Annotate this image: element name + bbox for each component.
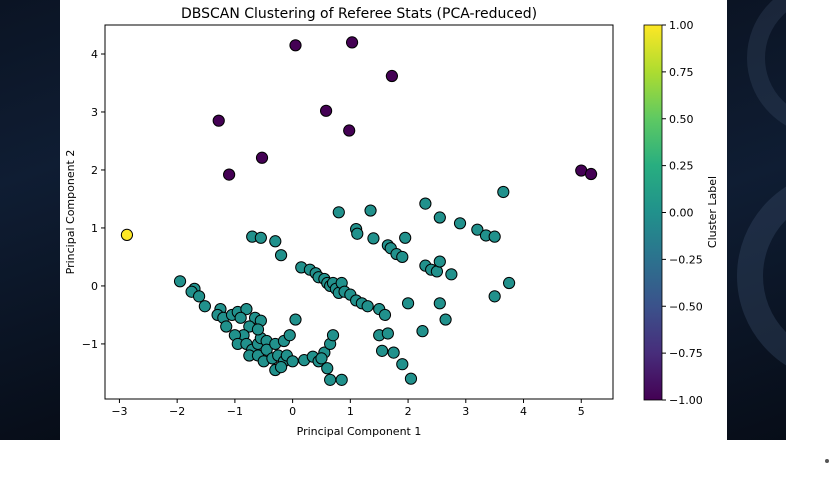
- data-point-cluster-0: [361, 300, 374, 313]
- data-point-cluster-0: [260, 343, 273, 356]
- data-point-cluster-0: [251, 323, 265, 336]
- colorbar-ticks: 1.00 0.75 0.50 0.25 0.00 −0.25 −0.50 −0.75 −1.00: [662, 19, 703, 407]
- data-point-cluster-0: [364, 204, 377, 217]
- colorbar-tick-label: −0.25: [669, 253, 703, 266]
- background-panel-left: [0, 0, 60, 440]
- data-point-cluster-0: [401, 297, 415, 310]
- colorbar-tick-label: −0.50: [669, 300, 703, 313]
- scatter-plot: DBSCAN Clustering of Referee Stats (PCA-…: [64, 6, 719, 438]
- data-point-cluster-0: [321, 362, 334, 375]
- colorbar-tick-label: −0.75: [669, 347, 703, 360]
- data-point-cluster-0: [315, 352, 328, 365]
- data-point-cluster-neg1: [319, 104, 333, 117]
- data-point-cluster-0: [471, 223, 484, 236]
- colorbar-tick-label: −1.00: [669, 394, 703, 407]
- y-tick-label: 1: [91, 222, 98, 235]
- colorbar: [643, 24, 663, 401]
- colorbar-label: Cluster Label: [706, 176, 719, 248]
- data-point-cluster-0: [324, 373, 337, 386]
- data-point-cluster-neg1: [289, 39, 302, 52]
- background-arc: [737, 170, 786, 382]
- x-axis-ticks: −3 −2 −1 0 1 2 3 4 5: [111, 399, 585, 418]
- data-point-cluster-0: [326, 329, 340, 342]
- x-tick-label: 1: [347, 405, 354, 418]
- colorbar-tick-label: 1.00: [669, 19, 694, 32]
- data-point-cluster-0: [332, 206, 345, 219]
- data-point-cluster-neg1: [584, 167, 598, 181]
- data-point-cluster-0: [416, 325, 429, 338]
- y-tick-label: 3: [91, 106, 98, 119]
- data-point-cluster-0: [375, 344, 389, 357]
- x-tick-label: −2: [169, 405, 185, 418]
- data-point-cluster-0: [433, 211, 446, 224]
- data-point-cluster-0: [378, 308, 392, 322]
- x-tick-label: 5: [578, 405, 585, 418]
- data-point-cluster-0: [396, 358, 409, 371]
- x-axis-label: Principal Component 1: [297, 425, 422, 438]
- chart-title: DBSCAN Clustering of Referee Stats (PCA-…: [181, 6, 537, 22]
- data-point-cluster-0: [453, 217, 467, 230]
- data-point-cluster-neg1: [385, 69, 399, 83]
- data-point-cluster-0: [445, 268, 458, 281]
- data-point-cluster-0: [269, 235, 282, 248]
- data-point-cluster-0: [220, 320, 233, 333]
- background-panel-right: [727, 0, 786, 440]
- data-point-cluster-0: [198, 300, 211, 313]
- x-tick-label: 0: [289, 405, 296, 418]
- data-point-cluster-0: [381, 327, 394, 340]
- chart-figure: DBSCAN Clustering of Referee Stats (PCA-…: [60, 0, 727, 440]
- data-points: [120, 36, 598, 386]
- data-point-cluster-1: [120, 228, 134, 242]
- background-arc: [747, 0, 786, 136]
- data-point-cluster-0: [274, 249, 288, 262]
- data-point-cluster-0: [192, 290, 206, 303]
- data-point-cluster-0: [387, 346, 400, 359]
- data-point-cluster-0: [254, 231, 267, 244]
- data-point-cluster-0: [367, 232, 380, 245]
- data-point-cluster-neg1: [212, 114, 225, 127]
- data-point-cluster-0: [283, 329, 296, 342]
- data-point-cluster-0: [439, 313, 452, 326]
- data-point-cluster-0: [433, 297, 446, 310]
- data-point-cluster-0: [173, 275, 187, 288]
- x-tick-label: −1: [227, 405, 243, 418]
- axes-frame: [104, 24, 614, 400]
- data-point-cluster-neg1: [223, 168, 236, 181]
- x-tick-label: 2: [405, 405, 412, 418]
- data-point-cluster-neg1: [255, 151, 269, 164]
- colorbar-tick-label: 0.75: [669, 66, 694, 79]
- data-point-cluster-0: [433, 255, 446, 268]
- data-point-cluster-0: [234, 311, 247, 324]
- data-point-cluster-neg1: [345, 36, 359, 49]
- data-point-cluster-0: [399, 231, 412, 244]
- colorbar-tick-label: 0.50: [669, 113, 694, 126]
- data-point-cluster-0: [289, 313, 302, 326]
- data-point-cluster-0: [351, 227, 364, 240]
- y-axis-ticks: −1 0 1 2 3 4: [82, 48, 105, 351]
- data-point-cluster-0: [335, 373, 348, 386]
- data-point-cluster-0: [419, 197, 432, 210]
- page-dot: [825, 459, 829, 463]
- y-tick-label: 0: [91, 280, 98, 293]
- data-point-cluster-0: [502, 276, 516, 290]
- x-tick-label: −3: [111, 405, 127, 418]
- y-axis-label: Principal Component 2: [64, 150, 77, 275]
- data-point-cluster-neg1: [343, 124, 356, 137]
- y-tick-label: −1: [82, 338, 98, 351]
- colorbar-tick-label: 0.00: [669, 207, 694, 220]
- data-point-cluster-0: [404, 372, 418, 385]
- x-tick-label: 4: [520, 405, 527, 418]
- data-point-cluster-0: [274, 361, 288, 374]
- data-point-cluster-0: [488, 290, 501, 303]
- x-tick-label: 3: [462, 405, 469, 418]
- data-point-cluster-0: [396, 250, 409, 264]
- y-tick-label: 2: [91, 164, 98, 177]
- colorbar-tick-label: 0.25: [669, 160, 694, 173]
- data-point-cluster-0: [497, 185, 510, 199]
- data-point-cluster-0: [488, 230, 501, 243]
- y-tick-label: 4: [91, 48, 98, 61]
- data-point-cluster-0: [240, 303, 253, 316]
- data-point-cluster-0: [286, 355, 299, 368]
